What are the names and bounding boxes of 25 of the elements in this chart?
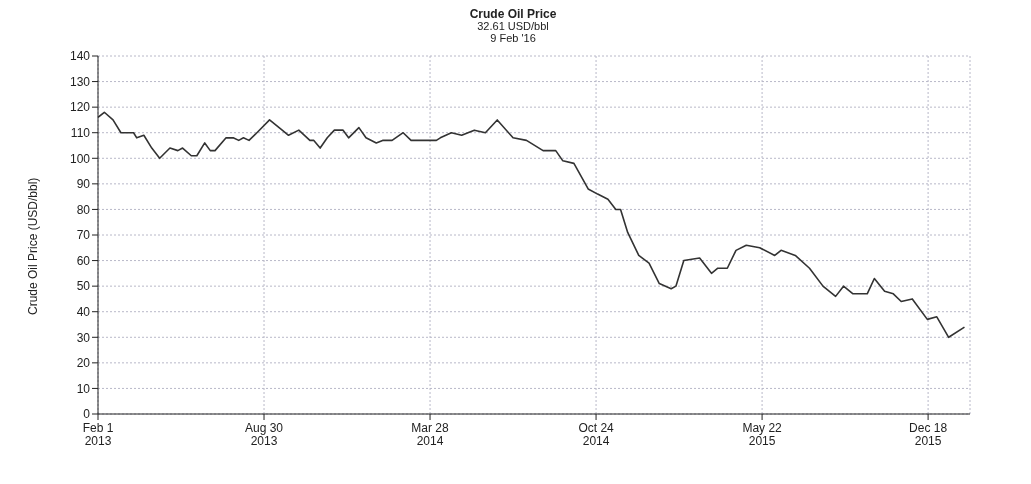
y-tick-label: 140 xyxy=(69,49,91,64)
y-tick-label: 10 xyxy=(76,381,91,396)
x-tick-label: Feb 1 2013 xyxy=(82,421,114,448)
y-tick-label: 120 xyxy=(69,100,91,115)
chart-title: Crude Oil Price xyxy=(468,7,558,21)
x-tick-label: Oct 24 2014 xyxy=(578,421,615,448)
x-tick-label: May 22 2015 xyxy=(742,421,783,448)
y-tick-label: 60 xyxy=(76,253,91,268)
x-tick-label: Mar 28 2014 xyxy=(411,421,450,448)
y-tick-label: 20 xyxy=(76,356,91,371)
y-tick-label: 100 xyxy=(69,151,91,166)
x-tick-label: Aug 30 2013 xyxy=(245,421,284,448)
y-tick-label: 70 xyxy=(76,228,91,243)
y-tick-label: 50 xyxy=(76,279,91,294)
y-tick-label: 40 xyxy=(76,304,91,319)
x-tick-label: Dec 18 2015 xyxy=(909,421,948,448)
y-tick-label: 90 xyxy=(76,177,91,192)
y-tick-label: 30 xyxy=(76,330,91,345)
y-tick-label: 130 xyxy=(69,74,91,89)
y-tick-label: 0 xyxy=(83,407,91,422)
line-series xyxy=(98,111,966,339)
y-axis-title: Crude Oil Price (USD/bbl) xyxy=(26,177,41,315)
chart-subtitle: 32.61 USD/bbl 9 Feb '16 xyxy=(476,20,550,44)
y-tick-label: 80 xyxy=(76,202,91,217)
y-tick-label: 110 xyxy=(70,125,91,140)
